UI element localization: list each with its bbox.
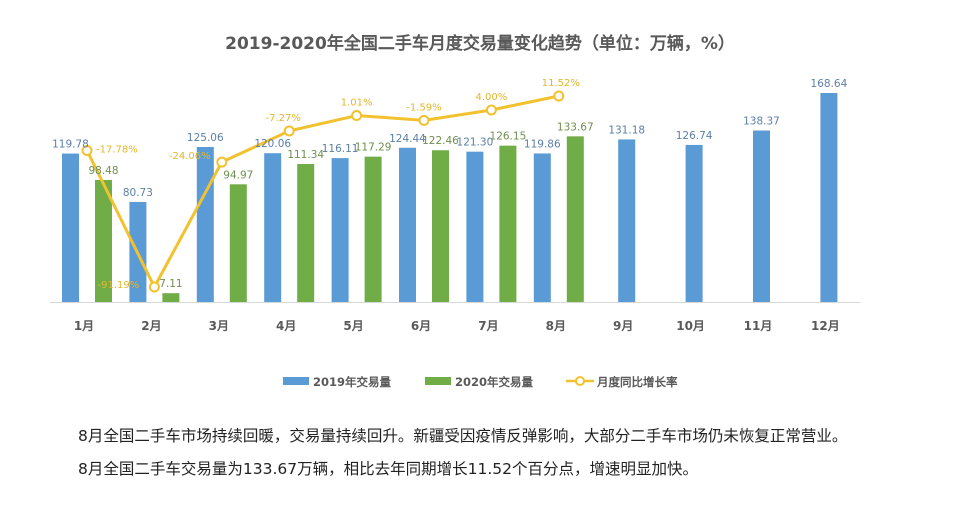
x-tick-1: 1月 bbox=[74, 319, 94, 333]
bar-2020-4 bbox=[297, 164, 315, 302]
caption-paragraph-1: 8月全国二手车市场持续回暖，交易量持续回升。新疆受因疫情反弹影响，大部分二手车市… bbox=[78, 427, 848, 445]
x-tick-10: 10月 bbox=[676, 319, 705, 333]
bar-2019-10 bbox=[685, 144, 703, 302]
legend-marker-rate bbox=[575, 376, 585, 386]
data-labels: 119.78 98.48 80.73 7.11 125.06 94.97 120.06111… bbox=[52, 78, 847, 291]
rate-marker-5 bbox=[351, 110, 363, 122]
bar-2019-7 bbox=[466, 151, 484, 302]
bar-label-2020-8: 133.67 bbox=[557, 121, 594, 133]
x-ticks: 1月 2月 3月 4月 5月 6月 7月 8月 9月 10月 11月 12月 bbox=[74, 319, 840, 333]
bar-label-2019-11: 138.37 bbox=[743, 116, 780, 128]
x-tick-5: 5月 bbox=[343, 319, 363, 333]
bar-2019-8 bbox=[533, 153, 551, 302]
bars-layer bbox=[62, 93, 838, 302]
bar-2019-12 bbox=[820, 93, 838, 302]
legend-swatch-2020 bbox=[425, 377, 451, 385]
rate-label-7: 4.00% bbox=[476, 92, 508, 103]
x-tick-4: 4月 bbox=[276, 319, 296, 333]
rate-label-5: 1.01% bbox=[341, 98, 373, 109]
legend-label-rate: 月度同比增长率 bbox=[596, 375, 678, 389]
bar-2020-2 bbox=[162, 293, 180, 302]
x-tick-12: 12月 bbox=[811, 319, 840, 333]
bar-label-2019-5: 116.11 bbox=[322, 143, 359, 155]
bar-2019-1 bbox=[62, 153, 79, 302]
rate-marker-6 bbox=[418, 114, 430, 126]
bar-2019-4 bbox=[264, 153, 282, 302]
x-tick-2: 2月 bbox=[141, 319, 161, 333]
bar-label-2019-12: 168.64 bbox=[811, 78, 848, 90]
rate-marker-2 bbox=[148, 281, 160, 293]
bar-label-2020-5: 117.29 bbox=[355, 142, 392, 154]
bar-2020-6 bbox=[432, 150, 449, 302]
bar-label-2020-2: 7.11 bbox=[159, 278, 182, 290]
bar-label-2019-10: 126.74 bbox=[676, 130, 713, 142]
x-tick-8: 8月 bbox=[546, 319, 566, 333]
rate-marker-7 bbox=[485, 104, 497, 116]
chart-title: 2019-2020年全国二手车月度交易量变化趋势（单位：万辆，%） bbox=[225, 33, 735, 54]
bar-label-2020-1: 98.48 bbox=[88, 165, 118, 177]
legend-label-2019: 2019年交易量 bbox=[313, 375, 392, 389]
rate-line-layer bbox=[81, 90, 565, 293]
bar-2020-1 bbox=[95, 179, 112, 302]
chart: 2019-2020年全国二手车月度交易量变化趋势（单位：万辆，%） 1月 2月 3月… bbox=[50, 33, 860, 389]
bar-label-2020-4: 111.34 bbox=[287, 149, 324, 161]
bar-2020-5 bbox=[364, 156, 382, 302]
rate-marker-3 bbox=[216, 156, 228, 168]
x-tick-9: 9月 bbox=[613, 319, 633, 333]
bar-2020-8 bbox=[566, 136, 584, 302]
x-tick-6: 6月 bbox=[411, 319, 431, 333]
rate-label-1: -17.78% bbox=[96, 144, 138, 155]
x-tick-7: 7月 bbox=[478, 319, 498, 333]
bar-label-2019-4: 120.06 bbox=[254, 138, 291, 150]
bar-2020-3 bbox=[229, 184, 247, 302]
bar-2019-5 bbox=[331, 158, 349, 302]
bar-label-2019-2: 80.73 bbox=[123, 187, 153, 199]
bar-label-2019-3: 125.06 bbox=[187, 132, 224, 144]
rate-label-4: -7.27% bbox=[266, 113, 301, 124]
rate-marker-4 bbox=[283, 125, 295, 137]
legend: 2019年交易量 2020年交易量 月度同比增长率 bbox=[283, 375, 678, 389]
legend-swatch-2019 bbox=[283, 377, 309, 385]
rate-label-6: -1.59% bbox=[406, 102, 441, 113]
caption: 8月全国二手车市场持续回暖，交易量持续回升。新疆受因疫情反弹影响，大部分二手车市… bbox=[78, 420, 898, 486]
caption-paragraph-2: 8月全国二手车交易量为133.67万辆，相比去年同期增长11.52个百分点，增速… bbox=[78, 460, 698, 478]
rate-marker-1 bbox=[81, 144, 93, 156]
rate-label-3: -24.06% bbox=[169, 151, 211, 162]
bar-label-2019-9: 131.18 bbox=[608, 124, 645, 136]
bar-2020-7 bbox=[499, 145, 517, 302]
bar-2019-3 bbox=[196, 147, 214, 302]
bar-label-2020-7: 126.15 bbox=[490, 131, 527, 143]
bar-label-2019-1: 119.78 bbox=[52, 139, 89, 151]
bar-label-2020-3: 94.97 bbox=[223, 169, 253, 181]
bar-label-2019-6: 124.44 bbox=[389, 133, 426, 145]
bar-2019-6 bbox=[399, 147, 416, 302]
x-tick-11: 11月 bbox=[744, 319, 773, 333]
x-tick-3: 3月 bbox=[209, 319, 229, 333]
bar-label-2020-6: 122.46 bbox=[422, 135, 459, 147]
bar-2019-9 bbox=[618, 139, 636, 302]
bar-label-2019-7: 121.30 bbox=[457, 137, 494, 149]
rate-label-8: 11.52% bbox=[542, 78, 580, 89]
legend-label-2020: 2020年交易量 bbox=[455, 375, 534, 389]
bar-label-2019-8: 119.86 bbox=[524, 138, 561, 150]
rate-line bbox=[85, 94, 560, 289]
rate-label-2: -91.19% bbox=[98, 280, 140, 291]
bar-2019-11 bbox=[753, 130, 770, 302]
rate-marker-8 bbox=[553, 90, 565, 102]
